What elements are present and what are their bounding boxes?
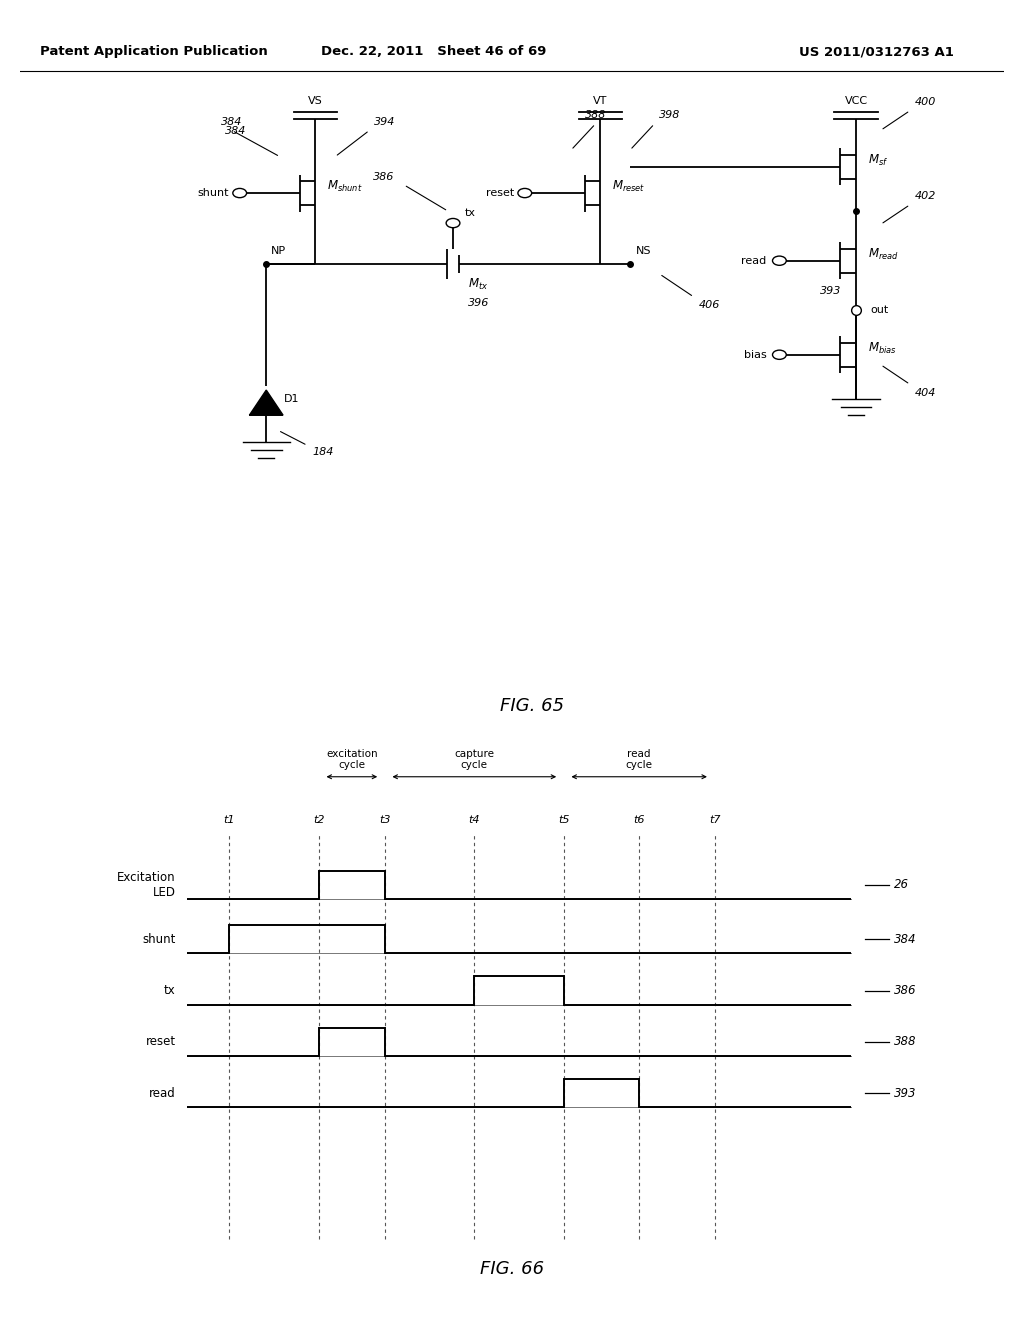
Text: VT: VT bbox=[593, 95, 607, 106]
Text: t7: t7 bbox=[709, 816, 720, 825]
Text: FIG. 66: FIG. 66 bbox=[480, 1261, 544, 1278]
Text: 394: 394 bbox=[375, 117, 395, 127]
Text: FIG. 65: FIG. 65 bbox=[500, 697, 564, 715]
Text: 384: 384 bbox=[221, 117, 243, 127]
Text: 393: 393 bbox=[894, 1086, 916, 1100]
Text: 384: 384 bbox=[894, 933, 916, 945]
Text: reset: reset bbox=[145, 1035, 176, 1048]
Text: t6: t6 bbox=[634, 816, 645, 825]
Text: t4: t4 bbox=[469, 816, 480, 825]
Text: 184: 184 bbox=[312, 447, 334, 458]
Text: t5: t5 bbox=[558, 816, 569, 825]
Text: 404: 404 bbox=[915, 388, 936, 397]
Text: 386: 386 bbox=[373, 172, 394, 181]
Text: $M_{shunt}$: $M_{shunt}$ bbox=[328, 180, 362, 194]
Text: $M_{read}$: $M_{read}$ bbox=[868, 247, 899, 261]
Text: $M_{reset}$: $M_{reset}$ bbox=[612, 180, 646, 194]
Text: Dec. 22, 2011   Sheet 46 of 69: Dec. 22, 2011 Sheet 46 of 69 bbox=[321, 45, 546, 58]
Text: t1: t1 bbox=[223, 816, 236, 825]
Text: US 2011/0312763 A1: US 2011/0312763 A1 bbox=[800, 45, 954, 58]
Text: shunt: shunt bbox=[198, 187, 229, 198]
Text: capture
cycle: capture cycle bbox=[455, 748, 495, 771]
Text: reset: reset bbox=[485, 187, 514, 198]
Text: out: out bbox=[870, 305, 889, 315]
Text: tx: tx bbox=[164, 983, 176, 997]
Text: read: read bbox=[148, 1086, 176, 1100]
Text: 386: 386 bbox=[894, 983, 916, 997]
Text: $M_{tx}$: $M_{tx}$ bbox=[468, 277, 488, 292]
Text: $M_{sf}$: $M_{sf}$ bbox=[868, 153, 888, 168]
Text: t2: t2 bbox=[313, 816, 325, 825]
Text: shunt: shunt bbox=[142, 933, 176, 945]
Text: VCC: VCC bbox=[845, 95, 867, 106]
Text: 393: 393 bbox=[820, 286, 841, 296]
Text: Patent Application Publication: Patent Application Publication bbox=[40, 45, 268, 58]
Text: VS: VS bbox=[308, 95, 323, 106]
Text: tx: tx bbox=[465, 207, 476, 218]
Text: NP: NP bbox=[271, 246, 287, 256]
Text: 26: 26 bbox=[894, 879, 908, 891]
Text: 384: 384 bbox=[225, 125, 247, 136]
Text: t3: t3 bbox=[379, 816, 390, 825]
Text: 398: 398 bbox=[659, 111, 681, 120]
Text: 402: 402 bbox=[915, 191, 936, 202]
Text: 406: 406 bbox=[698, 300, 720, 310]
Text: read
cycle: read cycle bbox=[626, 748, 652, 771]
Polygon shape bbox=[250, 391, 283, 416]
Text: 396: 396 bbox=[468, 298, 489, 309]
Text: $M_{bias}$: $M_{bias}$ bbox=[868, 341, 897, 355]
Text: NS: NS bbox=[636, 246, 651, 256]
Text: Excitation
LED: Excitation LED bbox=[117, 871, 176, 899]
Text: 400: 400 bbox=[915, 98, 936, 107]
Text: 388: 388 bbox=[894, 1035, 916, 1048]
Text: excitation
cycle: excitation cycle bbox=[326, 748, 378, 771]
Text: read: read bbox=[741, 256, 767, 265]
Text: 388: 388 bbox=[585, 111, 606, 120]
Text: bias: bias bbox=[743, 350, 767, 360]
Text: D1: D1 bbox=[284, 395, 299, 404]
